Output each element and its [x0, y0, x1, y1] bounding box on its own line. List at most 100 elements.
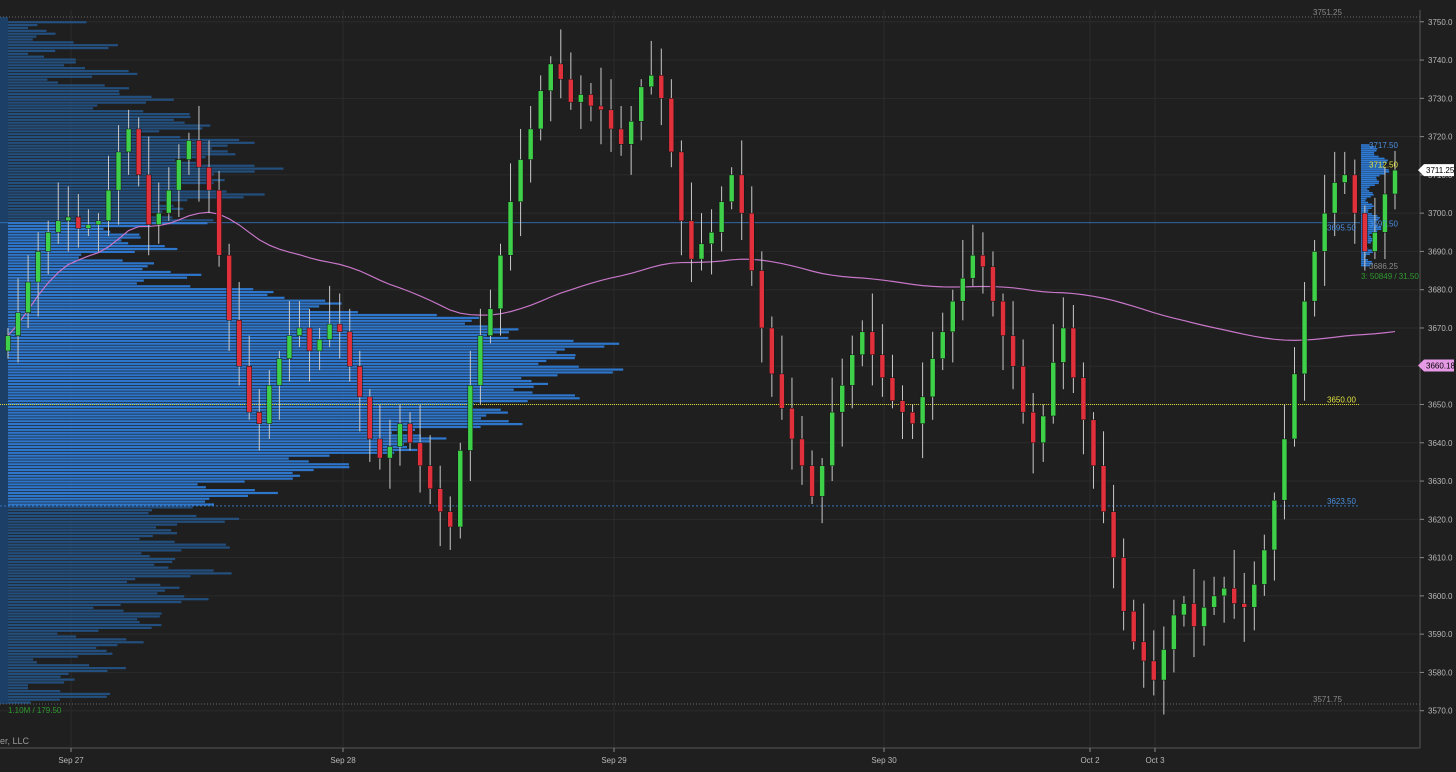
profile-row-162 — [8, 236, 141, 239]
profile-row-44 — [8, 575, 191, 578]
candle-body-118 — [1191, 603, 1197, 627]
profile-row-79 — [8, 474, 301, 477]
profile-row-94 — [8, 431, 392, 434]
profile-row-43 — [8, 578, 136, 581]
candle-body-127 — [1281, 438, 1288, 501]
profile-row-137 — [8, 308, 310, 311]
candle-body-27 — [276, 358, 283, 386]
candle-body-82 — [829, 411, 835, 467]
profile-row-34 — [8, 603, 121, 607]
profile-row-22 — [8, 638, 127, 641]
profile-row-88 — [8, 448, 421, 452]
profile-row-225 — [8, 55, 45, 58]
profile-row-141 — [8, 296, 285, 299]
session-profile-row-40 — [1361, 188, 1368, 190]
candle-body-117 — [1181, 603, 1187, 616]
time-tick-label: Sep 29 — [601, 756, 627, 765]
candle-body-20 — [206, 166, 212, 191]
profile-row-113 — [8, 377, 522, 380]
label-session-poc: 3712.50 — [1369, 160, 1398, 169]
profile-row-42 — [8, 580, 127, 584]
candle-body-62 — [628, 121, 634, 145]
profile-row-172 — [8, 207, 184, 210]
candle-body-13 — [135, 128, 142, 176]
price-tick-label: 3570.0 — [1428, 707, 1453, 716]
profile-row-227 — [8, 49, 56, 53]
candle-body-72 — [728, 174, 735, 202]
profile-row-2 — [8, 695, 107, 698]
candle-body-84 — [849, 354, 856, 386]
profile-row-24 — [8, 632, 58, 635]
profile-row-158 — [8, 247, 178, 251]
candle-body-125 — [1261, 549, 1268, 585]
profile-row-56 — [8, 540, 175, 543]
profile-row-197 — [8, 135, 181, 139]
profile-row-87 — [8, 451, 395, 454]
candle-body-47 — [477, 335, 484, 386]
price-axis[interactable]: 3570.0 3580.0 3590.0 3600.0 3610.0 3620.0 3630… — [0, 10, 1455, 749]
candle-body-1 — [15, 312, 21, 336]
profile-row-173 — [8, 204, 174, 208]
profile-row-136 — [8, 311, 358, 314]
profile-row-116 — [8, 368, 624, 371]
candle-body-64 — [648, 75, 654, 88]
session-profile-row-44 — [1361, 180, 1379, 183]
candle-body-104 — [1050, 362, 1057, 417]
profile-row-54 — [8, 546, 230, 549]
level-labels: 3751.25 3650.00 3623.50 3571.75 3717.50 3712.… — [8, 8, 1419, 715]
candle-body-103 — [1040, 415, 1046, 444]
price-tick-label: 3700.0 — [1428, 209, 1453, 218]
profile-row-117 — [8, 365, 579, 368]
profile-row-123 — [8, 348, 565, 351]
candle-body-0 — [5, 335, 11, 352]
price-tick-label: 3620.0 — [1428, 515, 1453, 524]
profile-row-189 — [8, 158, 176, 162]
vendor-credit: er, LLC — [0, 736, 30, 746]
candle-body-15 — [156, 212, 162, 225]
candle-body-19 — [196, 140, 202, 168]
candle-body-37 — [377, 438, 383, 459]
profile-row-138 — [8, 305, 320, 308]
price-tick-label: 3750.0 — [1428, 18, 1453, 27]
profile-row-184 — [8, 173, 214, 176]
session-profile-row-57 — [1361, 155, 1379, 158]
candle-body-53 — [537, 90, 544, 130]
profile-row-194 — [8, 144, 228, 147]
session-profile-row-5 — [1361, 255, 1367, 257]
profile-row-122 — [8, 351, 557, 354]
candle-body-113 — [1140, 641, 1147, 662]
candle-body-56 — [568, 78, 574, 103]
profile-row-198 — [8, 133, 140, 136]
candle-body-22 — [226, 254, 232, 321]
profile-totals-label: 1.10M / 179.50 — [8, 706, 62, 715]
candle-body-51 — [517, 159, 524, 202]
candle-body-98 — [990, 266, 996, 302]
profile-row-55 — [8, 543, 226, 546]
candle-body-36 — [367, 396, 373, 440]
price-tick-label: 3680.0 — [1428, 286, 1453, 295]
profile-row-142 — [8, 293, 268, 297]
profile-row-214 — [8, 87, 130, 90]
profile-row-100 — [8, 414, 487, 417]
candle-body-6 — [65, 216, 72, 222]
profile-row-188 — [8, 161, 197, 164]
profile-row-75 — [8, 486, 206, 489]
profile-row-4 — [8, 689, 61, 693]
profile-row-124 — [8, 345, 605, 348]
candle-body-57 — [578, 94, 584, 103]
session-profile-row-41 — [1361, 186, 1370, 188]
profile-row-83 — [8, 463, 349, 466]
candle-body-119 — [1201, 607, 1207, 627]
profile-row-209 — [8, 101, 146, 104]
profile-row-63 — [8, 520, 225, 523]
profile-row-233 — [8, 32, 56, 35]
candle-body-107 — [1080, 377, 1087, 421]
session-profile-row-22 — [1361, 222, 1376, 225]
candle-body-116 — [1171, 614, 1177, 650]
profile-row-140 — [8, 299, 326, 302]
time-tick-label: Oct 2 — [1080, 756, 1100, 765]
time-axis[interactable]: Sep 27 Sep 28 Sep 29 Sep 30 Oct 2 Oct 3 — [58, 748, 1165, 765]
profile-row-95 — [8, 428, 416, 431]
profile-row-216 — [8, 81, 58, 84]
